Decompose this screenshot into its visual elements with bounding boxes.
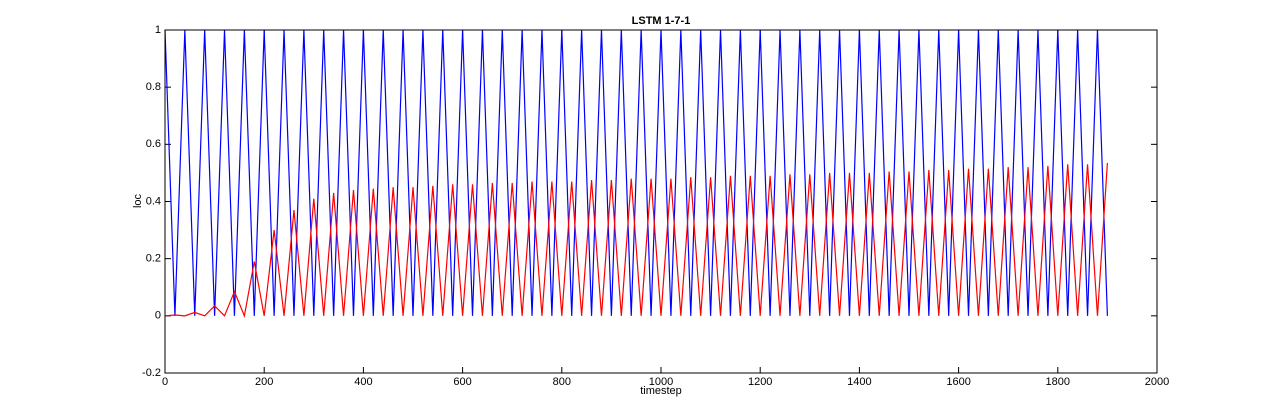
y-tick-label: -0.2 bbox=[142, 367, 161, 379]
line-series bbox=[164, 29, 1108, 316]
y-tick-label: 0 bbox=[155, 310, 161, 322]
y-tick-label: 1 bbox=[155, 24, 161, 36]
x-tick-label: 600 bbox=[453, 376, 471, 388]
x-tick-label: 200 bbox=[255, 376, 273, 388]
x-tick-label: 1000 bbox=[649, 376, 673, 388]
y-axis-label: loc bbox=[132, 193, 144, 208]
y-tick-label: 0.4 bbox=[146, 195, 161, 207]
x-tick-label: 1400 bbox=[847, 376, 871, 388]
x-axis-label: timestep bbox=[640, 385, 682, 397]
y-tick-label: 0.6 bbox=[146, 138, 161, 150]
x-tick-label: 800 bbox=[553, 376, 571, 388]
axes-box bbox=[164, 29, 1158, 374]
chart-title: LSTM 1-7-1 bbox=[632, 15, 691, 27]
x-tick-label: 400 bbox=[354, 376, 372, 388]
x-tick-label: 1800 bbox=[1046, 376, 1070, 388]
x-tick-label: 1200 bbox=[748, 376, 772, 388]
x-tick-label: 0 bbox=[162, 376, 168, 388]
x-tick-label: 1600 bbox=[946, 376, 970, 388]
y-tick-label: 0.8 bbox=[146, 81, 161, 93]
line-series bbox=[164, 162, 1108, 318]
y-tick-label: 0.2 bbox=[146, 253, 161, 265]
x-tick-label: 2000 bbox=[1145, 376, 1169, 388]
